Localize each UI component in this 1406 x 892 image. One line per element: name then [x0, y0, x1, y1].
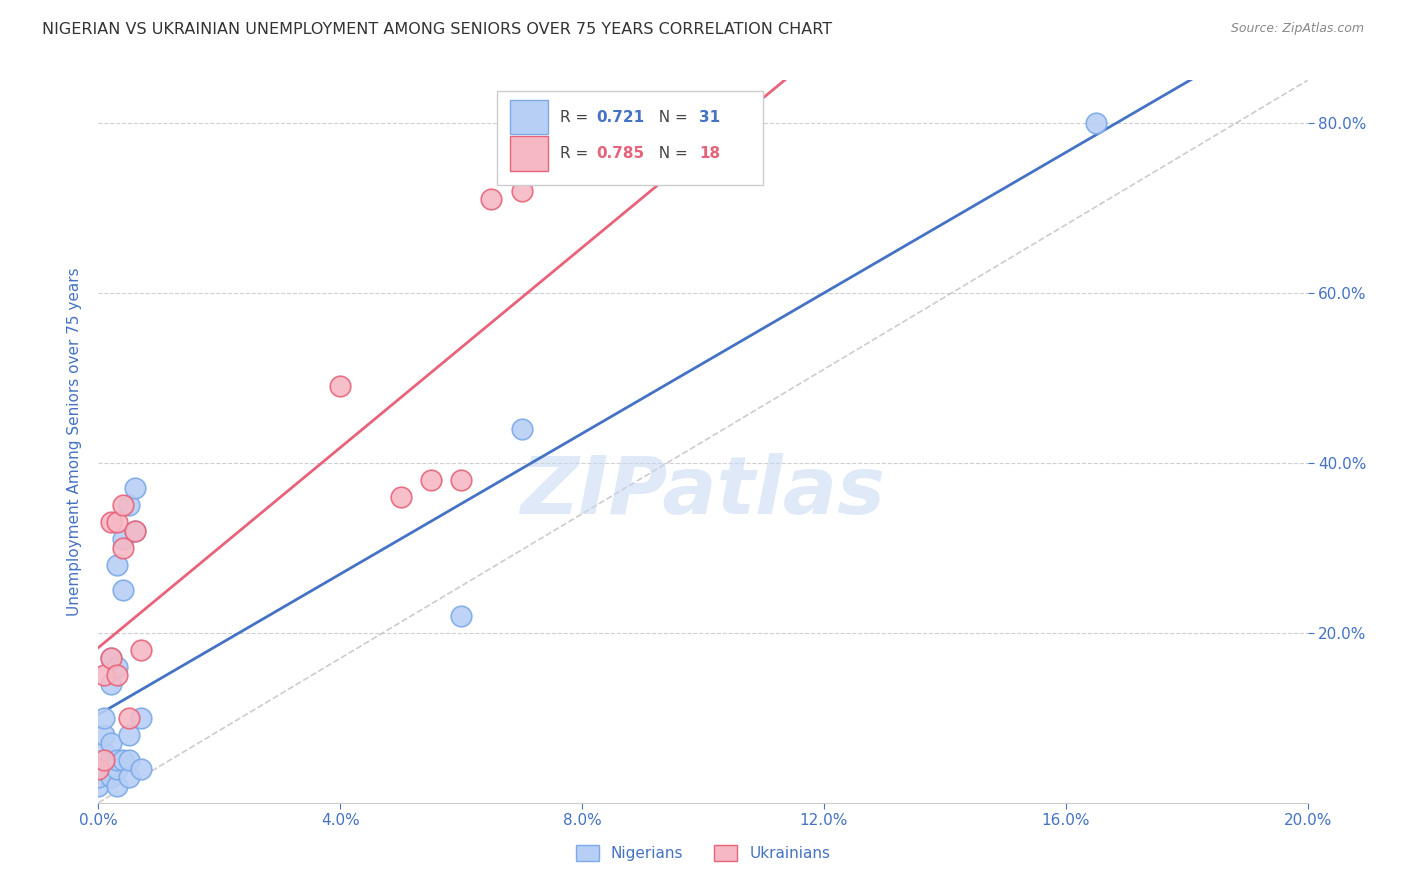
Point: [124, 524, 146, 538]
Point: [118, 711, 141, 725]
Point: [105, 779, 128, 793]
FancyBboxPatch shape: [498, 91, 763, 185]
Point: [100, 736, 122, 750]
Point: [87, 762, 110, 776]
Text: Source: ZipAtlas.com: Source: ZipAtlas.com: [1230, 22, 1364, 36]
Point: [129, 642, 152, 657]
Point: [1085, 116, 1108, 130]
Text: NIGERIAN VS UKRAINIAN UNEMPLOYMENT AMONG SENIORS OVER 75 YEARS CORRELATION CHART: NIGERIAN VS UKRAINIAN UNEMPLOYMENT AMONG…: [42, 22, 832, 37]
Text: ZIPatlas: ZIPatlas: [520, 453, 886, 531]
Point: [111, 533, 134, 547]
Point: [481, 192, 503, 206]
Y-axis label: Unemployment Among Seniors over 75 years: Unemployment Among Seniors over 75 years: [67, 268, 83, 615]
Point: [100, 516, 122, 530]
Point: [93, 745, 115, 759]
Point: [93, 668, 115, 682]
Bar: [509, 100, 548, 135]
Point: [100, 770, 122, 784]
Point: [100, 753, 122, 767]
Text: 18: 18: [699, 145, 720, 161]
Legend: Nigerians, Ukrainians: Nigerians, Ukrainians: [569, 839, 837, 867]
Point: [100, 651, 122, 665]
Text: 0.785: 0.785: [596, 145, 645, 161]
Text: 31: 31: [699, 110, 720, 125]
Point: [389, 490, 412, 504]
Point: [100, 677, 122, 691]
Point: [510, 184, 533, 198]
Point: [450, 608, 472, 623]
Text: 0.721: 0.721: [596, 110, 645, 125]
Point: [124, 481, 146, 495]
Point: [100, 651, 122, 665]
Point: [510, 422, 533, 436]
Bar: [509, 136, 548, 170]
Point: [105, 558, 128, 572]
Point: [129, 762, 152, 776]
Point: [105, 762, 128, 776]
Text: N =: N =: [648, 110, 692, 125]
Point: [87, 779, 110, 793]
Point: [93, 728, 115, 742]
Point: [93, 762, 115, 776]
Point: [118, 753, 141, 767]
Point: [118, 770, 141, 784]
Point: [93, 753, 115, 767]
Point: [329, 379, 352, 393]
Point: [111, 498, 134, 512]
Point: [93, 753, 115, 767]
Point: [129, 711, 152, 725]
Point: [111, 583, 134, 598]
Point: [124, 524, 146, 538]
Point: [105, 516, 128, 530]
Point: [118, 498, 141, 512]
Point: [93, 711, 115, 725]
Point: [105, 660, 128, 674]
Point: [420, 473, 443, 487]
Text: R =: R =: [561, 110, 593, 125]
Text: R =: R =: [561, 145, 593, 161]
Text: N =: N =: [648, 145, 692, 161]
Point: [87, 770, 110, 784]
Point: [111, 541, 134, 555]
Point: [450, 473, 472, 487]
Point: [105, 668, 128, 682]
Point: [105, 753, 128, 767]
Point: [118, 728, 141, 742]
Point: [111, 753, 134, 767]
